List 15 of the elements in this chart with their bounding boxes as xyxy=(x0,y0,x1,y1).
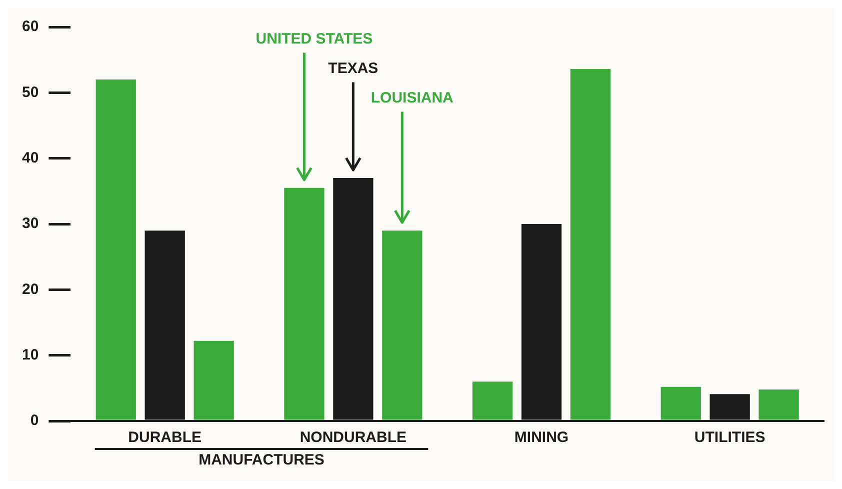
y-tick-label: 20 xyxy=(22,280,39,298)
text: MANUFACTURES xyxy=(198,452,324,469)
text: UNITED STATES xyxy=(256,30,373,48)
y-tick-label: 10 xyxy=(22,346,39,364)
x-tick-label: DURABLE xyxy=(128,429,202,446)
y-tick-label: 40 xyxy=(22,149,39,166)
y-tick-label: 0 xyxy=(30,412,39,430)
x-tick-label: NONDURABLE xyxy=(300,429,407,446)
x-tick-label: UTILITIES xyxy=(694,429,766,446)
y-tick-label: 60 xyxy=(22,18,39,36)
text: TEXAS xyxy=(328,60,378,77)
text: LOUISIANA xyxy=(370,89,454,106)
y-tick-label: 30 xyxy=(22,215,39,232)
y-tick-label: 50 xyxy=(22,84,39,101)
x-tick-label: MINING xyxy=(514,429,569,446)
